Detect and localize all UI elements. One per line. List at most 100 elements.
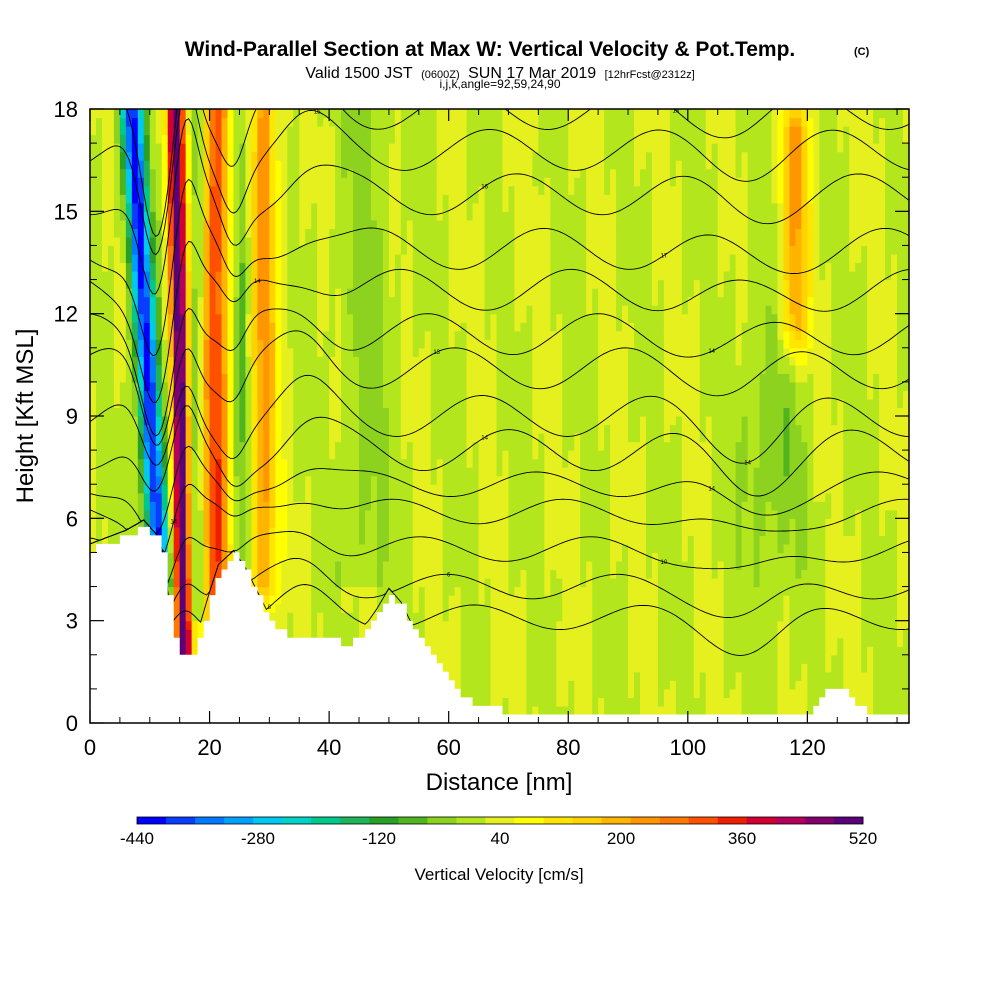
velocity-cell <box>155 185 163 195</box>
velocity-cell <box>191 339 199 349</box>
velocity-cell <box>412 560 420 571</box>
velocity-cell <box>484 671 492 681</box>
velocity-cell <box>418 595 426 605</box>
velocity-cell <box>173 543 181 554</box>
velocity-cell <box>305 236 312 247</box>
velocity-cell <box>287 603 294 613</box>
velocity-cell <box>418 219 426 229</box>
velocity-cell <box>359 552 366 562</box>
velocity-cell <box>113 330 121 340</box>
velocity-cell <box>388 279 396 289</box>
velocity-cell <box>484 441 492 451</box>
velocity-cell <box>305 535 312 545</box>
velocity-cell <box>430 194 438 204</box>
velocity-cell <box>418 347 426 357</box>
velocity-cell <box>287 245 294 255</box>
velocity-cell <box>430 467 438 477</box>
velocity-cell <box>341 339 348 349</box>
velocity-cell <box>359 458 366 468</box>
velocity-cell <box>400 356 408 366</box>
velocity-cell <box>257 586 264 596</box>
velocity-cell <box>436 109 444 119</box>
velocity-cell <box>424 236 432 247</box>
velocity-cell <box>406 160 414 170</box>
velocity-cell <box>275 185 282 195</box>
velocity-cell <box>478 288 486 298</box>
velocity-cell <box>281 458 288 468</box>
velocity-cell <box>484 143 492 153</box>
velocity-cell <box>436 364 444 374</box>
velocity-cell <box>287 134 294 144</box>
velocity-cell <box>436 441 444 451</box>
velocity-cell <box>490 543 498 554</box>
velocity-cell <box>287 322 294 332</box>
velocity-cell <box>406 185 414 195</box>
velocity-cell <box>496 467 504 477</box>
velocity-cell <box>347 347 354 357</box>
velocity-cell <box>490 398 498 409</box>
velocity-cell <box>221 322 229 332</box>
velocity-cell <box>90 305 97 315</box>
velocity-cell <box>454 211 462 221</box>
velocity-cell <box>412 364 420 374</box>
velocity-cell <box>257 168 264 178</box>
velocity-cell <box>436 416 444 426</box>
velocity-cell <box>394 117 402 127</box>
velocity-cell <box>502 612 510 622</box>
velocity-cell <box>430 620 438 630</box>
velocity-cell <box>370 168 378 178</box>
velocity-cell <box>197 509 205 519</box>
velocity-cell <box>353 339 360 349</box>
velocity-cell <box>364 416 372 426</box>
velocity-cell <box>125 381 133 392</box>
velocity-cell <box>460 620 468 630</box>
velocity-cell <box>179 279 187 289</box>
velocity-cell <box>353 595 360 605</box>
velocity-cell <box>382 467 390 477</box>
velocity-cell <box>460 151 468 161</box>
velocity-cell <box>424 219 432 229</box>
velocity-cell <box>436 330 444 340</box>
velocity-cell <box>245 143 253 153</box>
velocity-cell <box>251 168 258 178</box>
velocity-cell <box>394 433 402 443</box>
velocity-cell <box>185 117 193 127</box>
velocity-cell <box>424 177 432 187</box>
velocity-cell <box>101 202 109 212</box>
velocity-cell <box>167 560 175 571</box>
velocity-cell <box>239 441 247 451</box>
velocity-cell <box>442 637 450 647</box>
velocity-cell <box>466 143 474 153</box>
velocity-cell <box>382 433 390 443</box>
velocity-cell <box>119 279 127 289</box>
velocity-cell <box>454 646 462 656</box>
velocity-cell <box>329 117 336 127</box>
velocity-cell <box>454 236 462 247</box>
velocity-cell <box>406 330 414 340</box>
velocity-cell <box>400 245 408 255</box>
velocity-cell <box>215 381 223 392</box>
velocity-cell <box>376 467 384 477</box>
velocity-cell <box>359 441 366 451</box>
velocity-cell <box>382 586 390 596</box>
velocity-cell <box>101 407 109 417</box>
velocity-cell <box>161 296 169 306</box>
velocity-cell <box>442 560 450 571</box>
velocity-cell <box>388 117 396 127</box>
velocity-cell <box>341 433 348 443</box>
velocity-cell <box>478 629 486 639</box>
velocity-cell <box>418 398 426 409</box>
velocity-cell <box>161 109 169 119</box>
velocity-cell <box>323 612 330 622</box>
velocity-cell <box>353 526 360 536</box>
velocity-cell <box>173 109 181 119</box>
velocity-cell <box>341 168 348 178</box>
velocity-cell <box>388 339 396 349</box>
velocity-cell <box>311 271 318 281</box>
velocity-cell <box>221 126 229 136</box>
velocity-cell <box>364 109 372 119</box>
velocity-cell <box>412 211 420 221</box>
velocity-cell <box>215 535 223 545</box>
velocity-cell <box>454 492 462 502</box>
velocity-cell <box>221 143 229 153</box>
